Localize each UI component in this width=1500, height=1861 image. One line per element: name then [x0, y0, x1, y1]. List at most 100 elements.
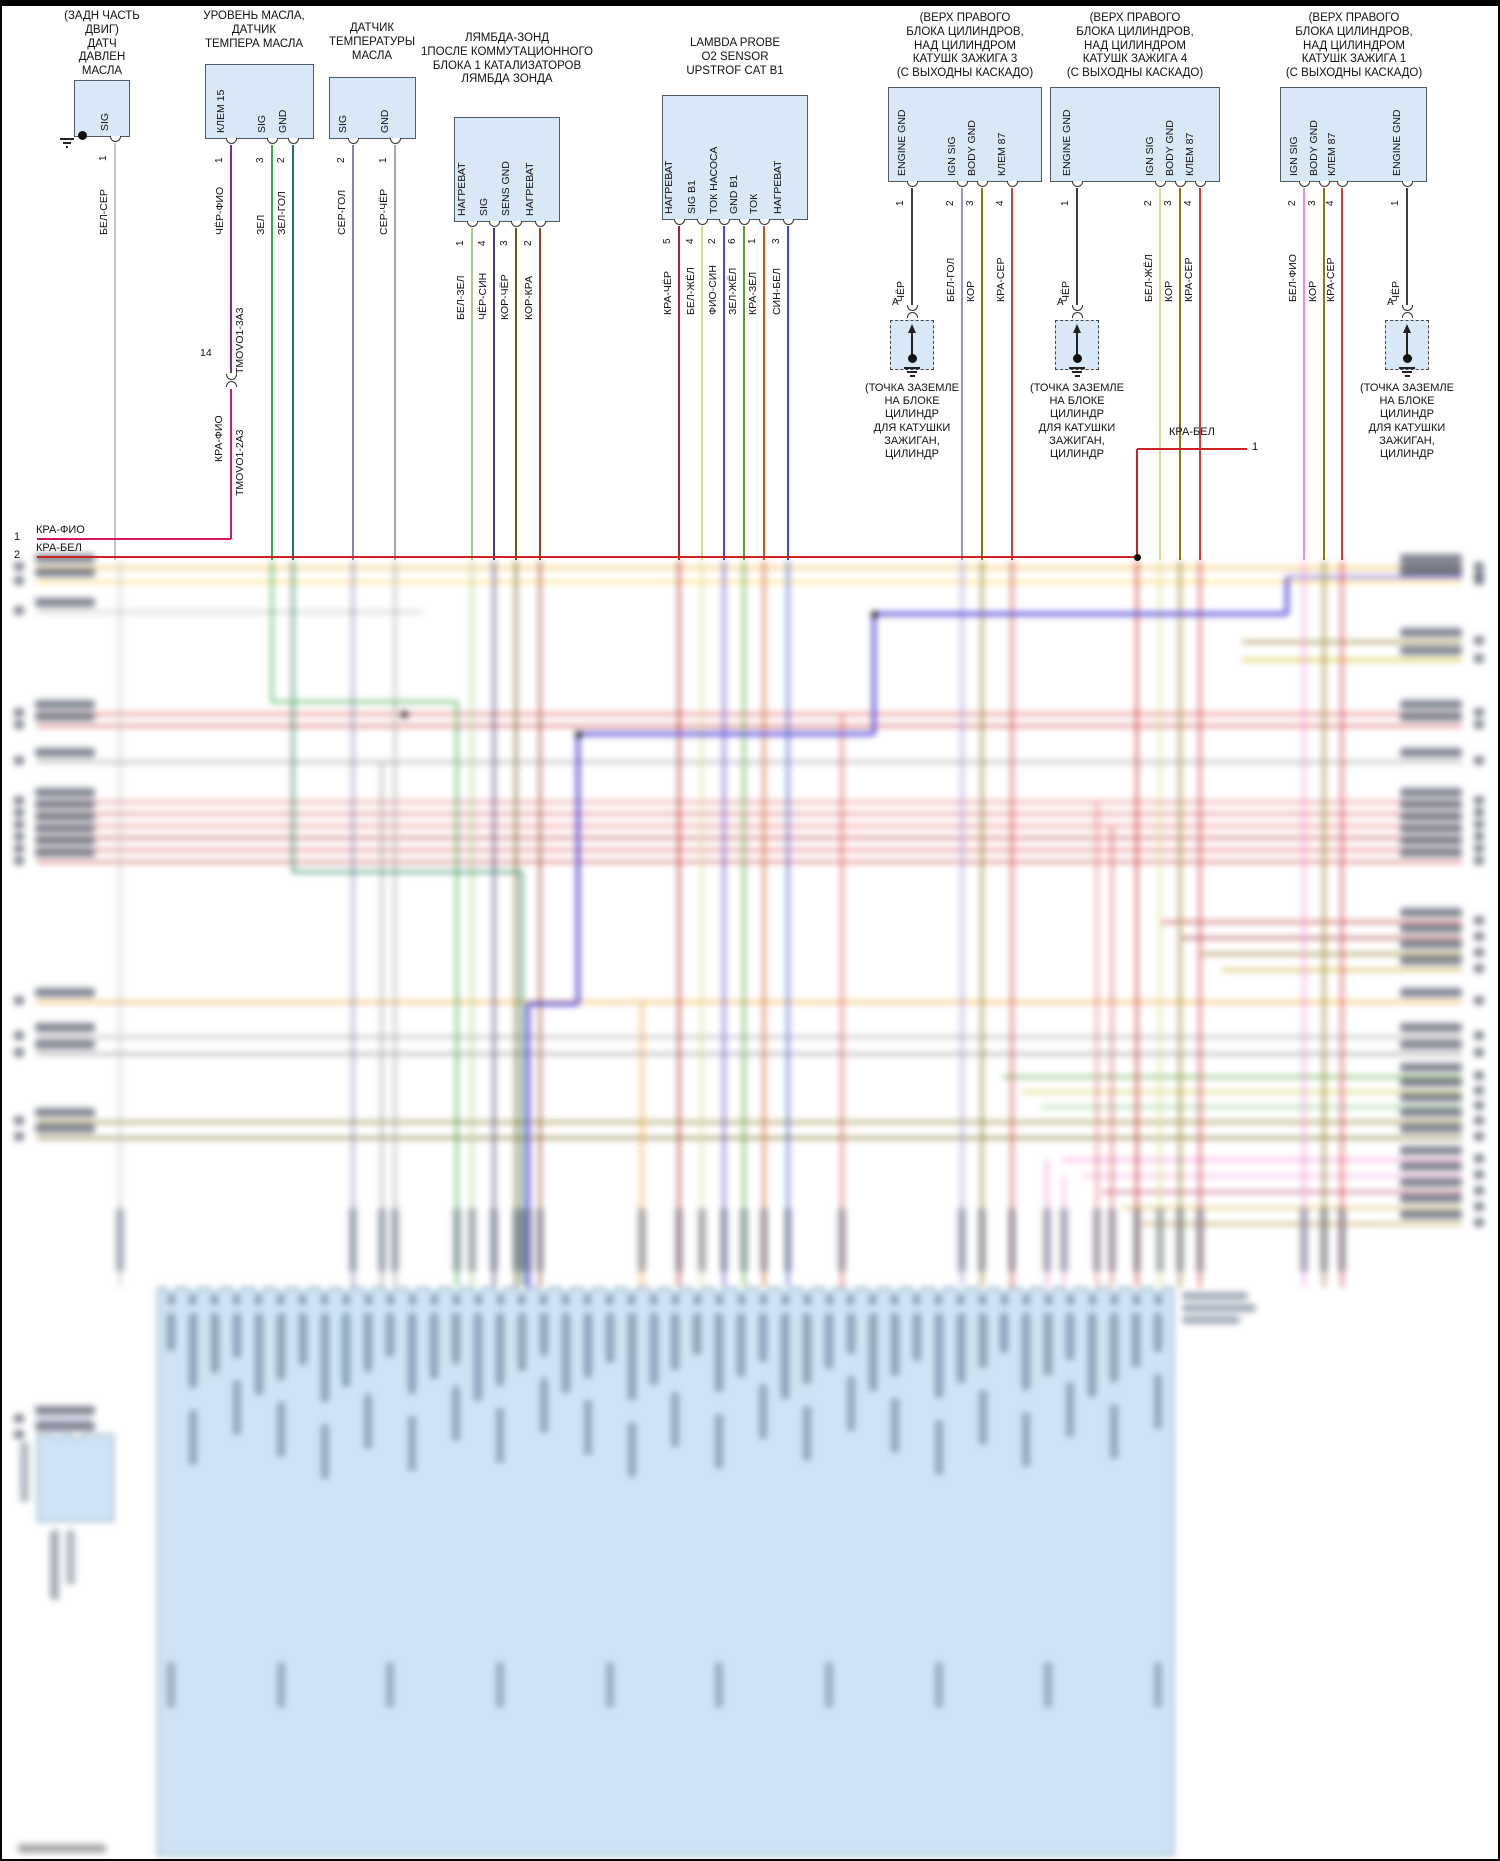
blurred-pin-number [781, 1295, 789, 1305]
oil-pressure-sensor-pin-label: SIG [99, 112, 111, 131]
oil-level-temp-sensor-title: УРОВЕНЬ МАСЛА, ДАТЧИК ТЕМПЕРА МАСЛА [203, 10, 305, 50]
blurred-trunk-segment [1285, 577, 1289, 614]
blurred-block-caption [1182, 1304, 1256, 1312]
blurred-wire-vertical [1095, 802, 1099, 1287]
oil-temperature-sensor-pin-label: SIG [337, 114, 349, 133]
ignition-coil-1-wire-label: КРА-СЕР [1325, 257, 1337, 302]
lambda-probe-after-cat-pin-label: НАГРЕВАТ [456, 162, 468, 216]
blurred-wire-vertical [470, 560, 474, 1287]
blurred-wire-vertical [677, 560, 681, 1287]
connector-cavity [581, 1286, 594, 1293]
blurred-pin-label [1110, 1313, 1119, 1382]
ignition-coil-1-connector-notch [1401, 181, 1413, 187]
blurred-pin-label-2 [715, 1414, 724, 1469]
ignition-coil-1-box [1280, 87, 1427, 182]
ignition-coil-3-wire-label: БЕЛ-ГОЛ [945, 257, 957, 302]
ignition-coil-1-pin-label: КЛЕМ 87 [1326, 132, 1338, 176]
blurred-wire-row [37, 1052, 1462, 1056]
lambda-probe-after-cat-connector-notch [466, 221, 478, 227]
ignition-coil-4-connector-notch [1194, 181, 1206, 187]
ignition-coil-3-wire [980, 188, 984, 560]
blurred-pin-label-2 [978, 1390, 987, 1445]
blurred-pin-number [321, 1295, 329, 1305]
blurred-pin-label-2 [1066, 1382, 1075, 1437]
ignition-coil-3-wire [960, 188, 964, 560]
blurred-left-label [35, 598, 95, 607]
blurred-pin-label-3 [715, 1662, 724, 1708]
blurred-pin-number [628, 1295, 636, 1305]
ignition-coil-4-pin-number: 4 [1183, 200, 1194, 206]
blurred-wire-vertical [520, 872, 524, 1287]
blurred-pin-label-2 [846, 1376, 855, 1431]
blurred-wire-name [698, 1208, 706, 1272]
blurred-pin-label-2 [452, 1386, 461, 1441]
lambda-probe-upstream-wire-label: КРА-ЧЁР [662, 271, 674, 315]
lambda-probe-after-cat-wire-label: КОР-КРА [523, 275, 535, 320]
ignition-coil-3-ground-arrow-line [911, 332, 913, 358]
ignition-coil-4-wire-black [1075, 188, 1079, 305]
blurred-wire-row [37, 1418, 92, 1422]
blurred-wire-vertical [118, 560, 122, 1287]
ignition-coil-1-ground-hatch-3 [1404, 375, 1410, 377]
blurred-right-num [1474, 820, 1484, 829]
inline-connector-lower-code: TMOVO1-2A3 [234, 429, 246, 496]
right-row-drop-1 [1135, 449, 1139, 560]
blurred-wire-row [1062, 1158, 1462, 1162]
blurred-pin-label [452, 1313, 461, 1364]
ignition-coil-1-pin-label: BODY GND [1308, 120, 1320, 176]
ignition-coil-1-ground-hatch-2 [1402, 371, 1412, 373]
ignition-coil-3-box [888, 87, 1042, 182]
blurred-pin-number [496, 1295, 504, 1305]
oil-pressure-sensor-connector-notch [109, 136, 121, 142]
blurred-pin-number [803, 1295, 811, 1305]
connector-cavity [647, 1286, 660, 1293]
blurred-left-num [14, 756, 24, 765]
blurred-pin-number [715, 1295, 723, 1305]
blurred-pin-label [1132, 1313, 1141, 1367]
blurred-wire-row [1102, 1190, 1462, 1194]
right-row-label-1: КРА-БЕЛ [1169, 426, 1215, 438]
top-border-bar [2, 2, 1498, 6]
blurred-left-label [35, 554, 95, 563]
blurred-pin-number [825, 1295, 833, 1305]
blurred-pin-number [518, 1295, 526, 1305]
blurred-pin-number [386, 1295, 394, 1305]
lambda-probe-after-cat-pin-label: SENS GND [500, 161, 512, 216]
blurred-left-label [35, 848, 95, 857]
blurred-right-num [1474, 720, 1484, 729]
blurred-pin-label [210, 1313, 219, 1373]
blurred-right-label [1400, 748, 1462, 757]
blurred-right-label [1400, 1194, 1462, 1203]
blurred-pin-label [781, 1313, 790, 1399]
ignition-coil-3-pin-label: BODY GND [966, 120, 978, 176]
oil-temperature-sensor-connector-notch [389, 138, 401, 144]
blurred-pin-label-3 [605, 1662, 614, 1708]
blurred-right-label [1400, 1093, 1462, 1102]
blurred-wire-row [37, 1000, 1462, 1004]
lambda-probe-upstream-pin-label: НАГРЕВАТ [772, 160, 784, 214]
oil-level-temp-sensor-wire-label: ЗЕЛ [255, 214, 267, 235]
blurred-pin-label [1022, 1313, 1031, 1390]
blurred-pin-label [1044, 1313, 1053, 1375]
blurred-right-num [1474, 932, 1484, 941]
blurred-left-label [35, 1108, 95, 1117]
blurred-pin-number [364, 1295, 372, 1305]
connector-cavity [976, 1286, 989, 1293]
blurred-pin-label-3 [276, 1662, 285, 1708]
blurred-wire-name [536, 1208, 544, 1272]
blurred-pin-label [1088, 1313, 1097, 1397]
blurred-wire-vertical [1010, 560, 1014, 1287]
lambda-probe-upstream-pin-label: SIG B1 [686, 180, 698, 214]
ignition-coil-1-ground-ground-dot [1402, 354, 1412, 363]
lambda-probe-after-cat-wire-label: КОР-ЧЁР [499, 274, 511, 320]
blurred-pin-label [627, 1313, 636, 1400]
blurred-pin-label [276, 1313, 285, 1380]
blurred-wire-vertical [1178, 560, 1182, 1287]
ignition-coil-1-ground-ground-text: (ТОЧКА ЗАЗЕМЛЕ НА БЛОКЕ ЦИЛИНДР ДЛЯ КАТУ… [1360, 382, 1454, 460]
blurred-pin-label-3 [386, 1662, 395, 1708]
blurred-left-num [14, 1414, 24, 1423]
blurred-wire-name [1043, 1208, 1051, 1272]
ignition-coil-4-wire-label: КОР [1163, 280, 1175, 302]
ignition-coil-4-ground-wire-cap [1071, 305, 1083, 311]
